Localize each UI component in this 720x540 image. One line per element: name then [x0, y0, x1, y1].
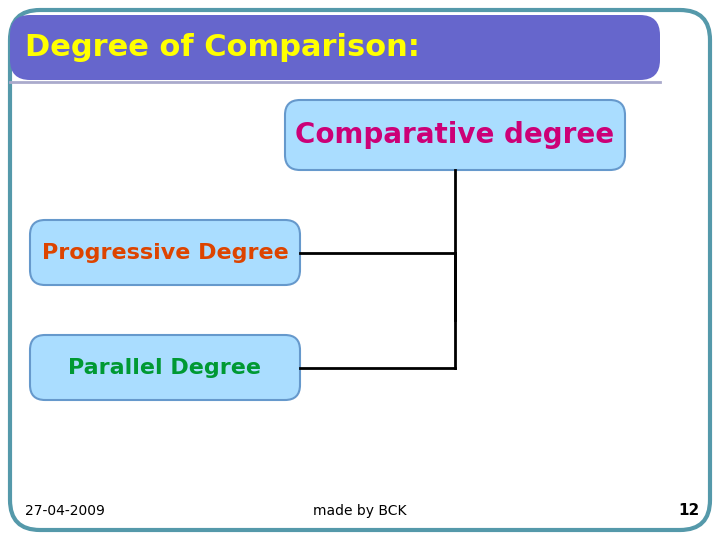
FancyBboxPatch shape	[10, 10, 710, 530]
Text: Degree of Comparison:: Degree of Comparison:	[25, 33, 420, 63]
Text: Progressive Degree: Progressive Degree	[42, 243, 289, 263]
Text: Parallel Degree: Parallel Degree	[68, 358, 261, 378]
FancyBboxPatch shape	[30, 335, 300, 400]
FancyBboxPatch shape	[285, 100, 625, 170]
FancyBboxPatch shape	[10, 15, 660, 80]
Text: Comparative degree: Comparative degree	[295, 121, 615, 149]
Text: 27-04-2009: 27-04-2009	[25, 504, 105, 518]
FancyBboxPatch shape	[30, 220, 300, 285]
Text: 12: 12	[679, 503, 700, 518]
Text: made by BCK: made by BCK	[313, 504, 407, 518]
